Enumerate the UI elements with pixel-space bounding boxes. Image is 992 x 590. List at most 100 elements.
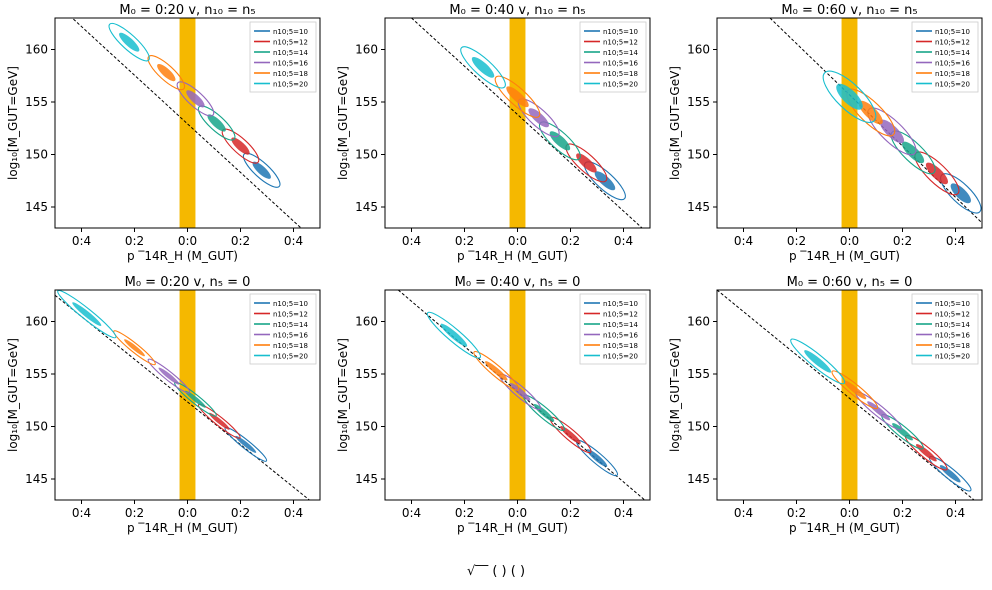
- contour-core-n10;5=12: [925, 162, 949, 185]
- legend-box: [579, 293, 647, 365]
- x-tick-label: 0:0: [840, 506, 859, 520]
- y-tick-label: 155: [25, 95, 48, 109]
- legend-label: n10;5=18: [935, 70, 970, 78]
- contour-n10;5=14: [197, 105, 236, 141]
- x-tick-label: 0:2: [787, 506, 806, 520]
- legend-label: n10;5=14: [935, 321, 970, 329]
- chart-panel-4: 0:4 0:2 0:0 0:2 0:4 145 150 155 160 M₀ = 0:20 v, …: [6, 275, 321, 535]
- contour-n10;5=20: [426, 311, 481, 359]
- legend-label: n10;5=20: [935, 353, 970, 361]
- contour-core-n10;5=12: [560, 426, 581, 444]
- legend-label: n10;5=20: [273, 353, 308, 361]
- contour-core-n10;5=20: [440, 323, 468, 347]
- y-tick-label: 160: [687, 315, 710, 329]
- x-tick-label: 0:4: [614, 234, 633, 248]
- legend-label: n10;5=18: [273, 342, 308, 350]
- y-tick-label: 155: [687, 367, 710, 381]
- x-tick-label: 0:4: [946, 234, 965, 248]
- legend-label: n10;5=14: [603, 49, 638, 57]
- contour-core-n10;5=16: [867, 401, 891, 421]
- x-tick-label: 0:4: [946, 506, 965, 520]
- contour-n10;5=10: [242, 152, 281, 188]
- x-tick-label: 0:4: [614, 506, 633, 520]
- chart-title: M₀ = 0:60 v, n₅ = 0: [787, 275, 913, 290]
- chart-title: M₀ = 0:20 v, n₁₀ = n₅: [119, 3, 255, 18]
- legend-label: n10;5=10: [603, 28, 638, 36]
- contour-core-n10;5=18: [858, 100, 883, 125]
- legend-box: [249, 21, 317, 93]
- x-tick-label: 0:2: [231, 506, 250, 520]
- y-tick-label: 160: [355, 43, 378, 57]
- chart-panel-2: 0:4 0:2 0:0 0:2 0:4 145 150 155 160 M₀ = 0:40 v, …: [336, 3, 651, 263]
- contour-core-n10;5=16: [186, 90, 205, 108]
- chart-title: M₀ = 0:60 v, n₁₀ = n₅: [781, 3, 917, 18]
- legend-label: n10;5=12: [935, 39, 970, 47]
- chart-panel-3: 0:4 0:2 0:0 0:2 0:4 145 150 155 160 M₀ = 0:60 v, …: [668, 3, 983, 263]
- contour-core-n10;5=10: [252, 161, 271, 179]
- contour-core-n10;5=12: [915, 444, 937, 462]
- y-axis-label: log₁₀[M_GUT=GeV]: [668, 338, 682, 452]
- chart-panel-6: 0:4 0:2 0:0 0:2 0:4 145 150 155 160 M₀ = 0:60 v, …: [668, 275, 983, 535]
- legend-label: n10;5=10: [935, 300, 970, 308]
- contour-n10;5=20: [822, 70, 877, 123]
- x-axis-label: p ‾14R_H (M_GUT): [127, 521, 238, 535]
- y-tick-label: 150: [25, 420, 48, 434]
- chart-title: M₀ = 0:20 v, n₅ = 0: [125, 275, 251, 290]
- y-tick-label: 145: [687, 472, 710, 486]
- legend-label: n10;5=12: [603, 311, 638, 319]
- legend-box: [579, 21, 647, 93]
- y-tick-label: 150: [25, 148, 48, 162]
- highlight-band: [509, 18, 526, 228]
- contour-core-n10;5=10: [939, 465, 961, 483]
- x-axis-label: p ‾14R_H (M_GUT): [127, 249, 238, 263]
- y-tick-label: 145: [355, 200, 378, 214]
- x-tick-label: 0:2: [231, 234, 250, 248]
- y-tick-label: 155: [25, 367, 48, 381]
- x-tick-label: 0:2: [893, 506, 912, 520]
- contour-core-n10;5=16: [528, 108, 549, 128]
- contour-n10;5=18: [831, 370, 879, 410]
- contour-n10;5=20: [57, 290, 117, 339]
- legend-label: n10;5=18: [273, 70, 308, 78]
- contour-n10;5=16: [147, 358, 191, 394]
- y-tick-label: 160: [25, 315, 48, 329]
- x-tick-label: 0:4: [72, 506, 91, 520]
- legend-box: [249, 293, 317, 365]
- contour-core-n10;5=16: [509, 382, 531, 401]
- contour-n10;5=20: [460, 46, 506, 89]
- y-tick-label: 150: [355, 148, 378, 162]
- y-axis-label: log₁₀[M_GUT=GeV]: [6, 66, 20, 180]
- legend-label: n10;5=16: [273, 332, 308, 340]
- x-tick-label: 0:2: [561, 234, 580, 248]
- x-tick-label: 0:4: [734, 234, 753, 248]
- legend-label: n10;5=20: [935, 81, 970, 89]
- legend-label: n10;5=10: [273, 28, 308, 36]
- plot-area: [71, 18, 302, 228]
- highlight-band: [841, 290, 858, 500]
- reference-line: [717, 290, 975, 500]
- legend-label: n10;5=14: [273, 321, 308, 329]
- legend-label: n10;5=20: [273, 81, 308, 89]
- x-tick-label: 0:4: [72, 234, 91, 248]
- x-tick-label: 0:2: [125, 234, 144, 248]
- contour-core-n10;5=14: [549, 131, 571, 151]
- plot-area: [769, 18, 982, 228]
- legend-label: n10;5=18: [603, 342, 638, 350]
- legend-label: n10;5=10: [273, 300, 308, 308]
- x-axis-label: p ‾14R_H (M_GUT): [789, 249, 900, 263]
- highlight-band: [179, 18, 196, 228]
- contour-n10;5=20: [790, 338, 846, 385]
- contour-n10;5=20: [108, 22, 150, 62]
- y-axis-label: log₁₀[M_GUT=GeV]: [6, 338, 20, 452]
- contour-core-n10;5=14: [902, 141, 925, 164]
- contour-core-n10;5=18: [124, 339, 145, 357]
- y-tick-label: 145: [687, 200, 710, 214]
- contour-core-n10;5=10: [586, 449, 608, 467]
- legend-label: n10;5=18: [603, 70, 638, 78]
- legend: n10;5=10 n10;5=12 n10;5=14 n10;5=16 n10;5=18…: [579, 293, 647, 365]
- contour-core-n10;5=16: [879, 119, 905, 144]
- x-tick-label: 0:4: [284, 506, 303, 520]
- legend-box: [911, 293, 979, 365]
- x-tick-label: 0:0: [178, 506, 197, 520]
